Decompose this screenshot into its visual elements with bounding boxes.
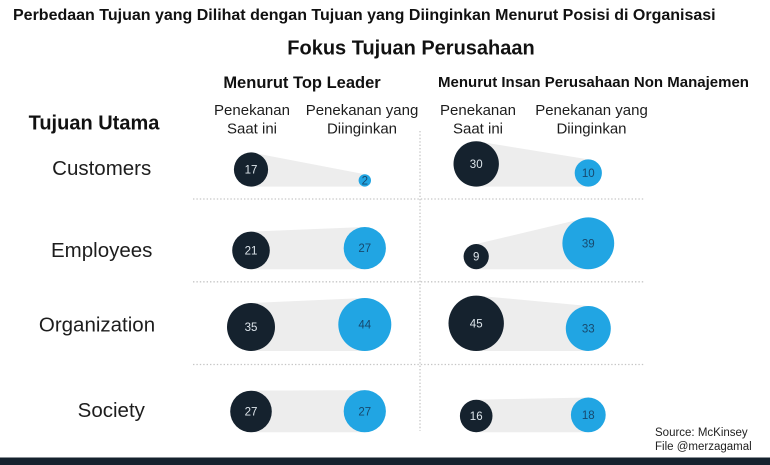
svg-text:Diinginkan: Diinginkan (327, 121, 397, 138)
svg-text:Perbedaan Tujuan yang Dilihat: Perbedaan Tujuan yang Dilihat dengan Tuj… (13, 7, 716, 24)
svg-text:21: 21 (245, 246, 258, 258)
svg-text:Organization: Organization (39, 314, 155, 337)
svg-text:18: 18 (582, 410, 595, 422)
svg-text:File @merzagamal: File @merzagamal (655, 441, 752, 453)
svg-text:35: 35 (245, 322, 258, 334)
svg-text:Society: Society (78, 399, 146, 422)
svg-text:39: 39 (582, 238, 595, 250)
svg-text:Saat ini: Saat ini (227, 121, 277, 138)
svg-text:44: 44 (358, 320, 371, 332)
svg-text:10: 10 (582, 168, 595, 180)
svg-text:16: 16 (470, 411, 483, 423)
svg-text:Source: McKinsey: Source: McKinsey (655, 427, 748, 439)
svg-text:Penekanan: Penekanan (440, 102, 516, 119)
svg-text:Customers: Customers (52, 157, 151, 180)
svg-text:Penekanan yang: Penekanan yang (306, 102, 419, 119)
svg-text:17: 17 (245, 165, 258, 177)
svg-text:Penekanan yang: Penekanan yang (535, 102, 648, 119)
svg-text:45: 45 (470, 318, 483, 330)
svg-text:27: 27 (358, 406, 371, 418)
svg-text:Menurut Top Leader: Menurut Top Leader (223, 74, 381, 92)
svg-text:Penekanan: Penekanan (214, 102, 290, 119)
svg-text:2: 2 (362, 176, 368, 188)
svg-text:Saat ini: Saat ini (453, 121, 503, 138)
svg-text:Employees: Employees (51, 239, 152, 262)
svg-text:33: 33 (582, 324, 595, 336)
svg-text:27: 27 (245, 407, 258, 419)
svg-text:Tujuan Utama: Tujuan Utama (29, 113, 161, 135)
svg-text:Fokus Tujuan Perusahaan: Fokus Tujuan Perusahaan (287, 38, 534, 60)
svg-text:30: 30 (470, 159, 483, 171)
svg-text:27: 27 (358, 243, 371, 255)
svg-text:Diinginkan: Diinginkan (556, 121, 626, 138)
svg-text:9: 9 (473, 252, 479, 264)
svg-text:Menurut Insan Perusahaan Non M: Menurut Insan Perusahaan Non Manajemen (438, 74, 749, 91)
